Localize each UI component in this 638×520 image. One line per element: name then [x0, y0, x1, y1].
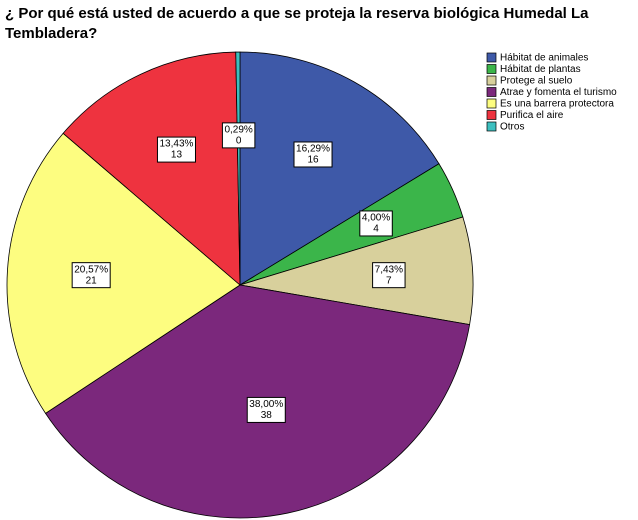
legend-swatch	[486, 64, 497, 74]
legend-label: Otros	[500, 122, 524, 133]
data-label: 0,29%0	[221, 122, 256, 149]
data-label: 7,43%7	[372, 262, 406, 289]
data-label: 4,00%4	[359, 210, 393, 237]
legend-swatch	[486, 110, 497, 120]
data-label-count: 7	[386, 275, 392, 286]
label-box	[156, 136, 196, 163]
pie-slice	[6, 132, 241, 414]
data-label-count: 16	[307, 155, 319, 166]
label-box	[372, 262, 406, 289]
legend-label: Purifica el aire	[500, 110, 564, 121]
legend-label: Es una barrera protectora	[500, 99, 614, 110]
data-label-percent: 16,29%	[296, 144, 330, 155]
data-label-count: 4	[373, 224, 379, 235]
label-box	[221, 122, 256, 149]
label-box	[71, 262, 111, 289]
label-box	[359, 210, 393, 237]
data-label-count: 13	[171, 150, 183, 161]
legend-swatch	[486, 75, 497, 86]
pie-slice	[239, 216, 474, 326]
data-label-count: 0	[236, 136, 242, 147]
data-label-percent: 20,57%	[74, 264, 108, 275]
pie-slice	[239, 51, 440, 286]
chart-title: ¿ Por qué está usted de acuerdo a que se…	[5, 5, 589, 42]
label-box	[293, 141, 333, 168]
data-label-percent: 0,29%	[224, 125, 252, 136]
data-label: 13,43%13	[156, 136, 196, 163]
legend-label: Protege al suelo	[500, 76, 573, 87]
data-label: 16,29%16	[293, 141, 333, 168]
data-label-count: 38	[261, 410, 273, 421]
legend-swatch	[486, 87, 497, 97]
data-label-percent: 4,00%	[362, 213, 390, 224]
data-label-count: 21	[86, 275, 98, 286]
legend-swatch	[486, 121, 497, 132]
label-box	[246, 396, 286, 423]
legend-label: Hábitat de plantas	[500, 64, 581, 75]
legend-swatch	[486, 52, 497, 63]
data-label: 20,57%21	[71, 262, 111, 289]
data-label: 38,00%38	[246, 396, 286, 423]
pie-slice	[62, 51, 241, 286]
legend-label: Hábitat de animales	[500, 53, 588, 64]
legend-label: Atrae y fomenta el turismo	[500, 87, 617, 98]
data-label-percent: 13,43%	[160, 139, 194, 150]
pie-slice	[235, 51, 241, 286]
data-label-percent: 7,43%	[375, 264, 403, 275]
data-label-percent: 38,00%	[249, 399, 283, 410]
legend-swatch	[486, 98, 497, 109]
